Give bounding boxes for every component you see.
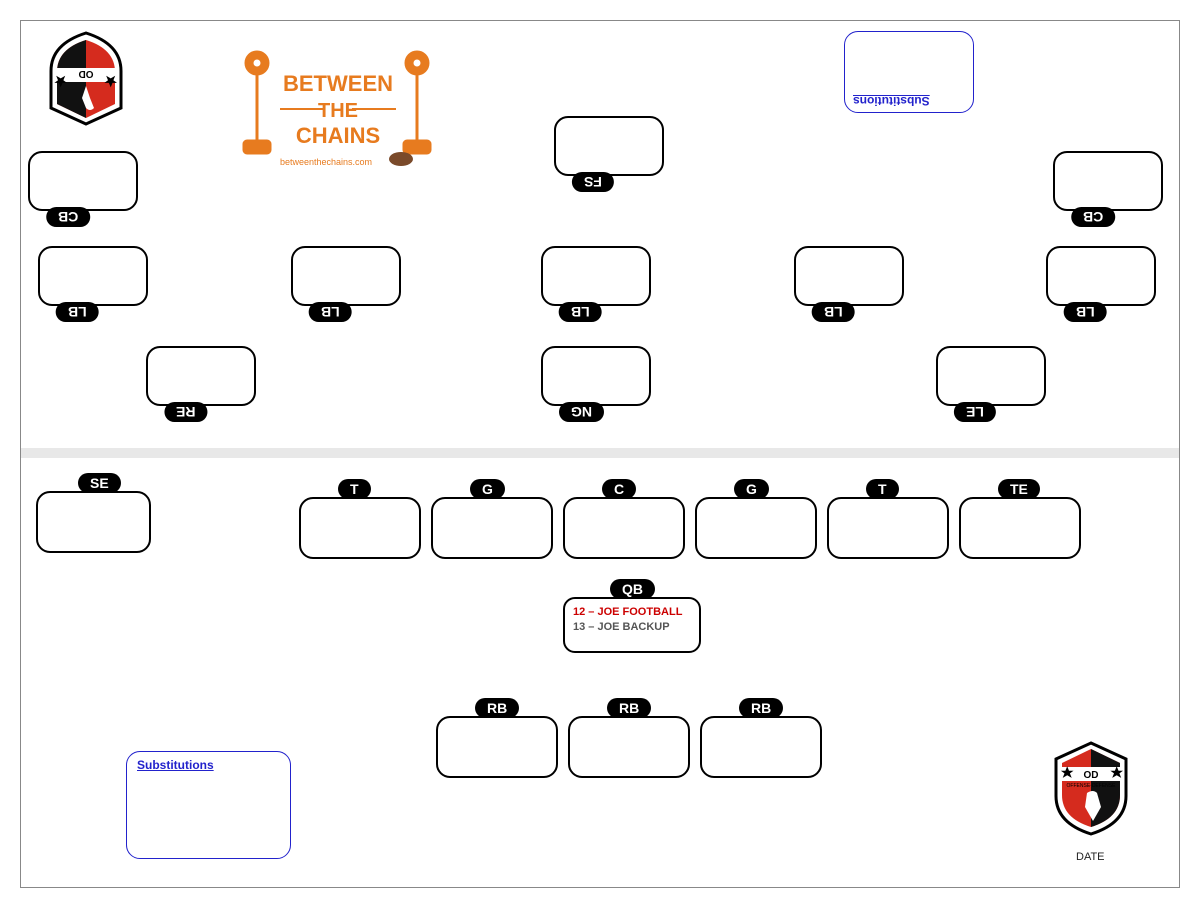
position-box-t xyxy=(827,497,949,559)
position-label-rb: RB xyxy=(607,698,651,718)
position-label-le: LE xyxy=(954,402,996,422)
position-box-cb xyxy=(1053,151,1163,211)
position-box-lb xyxy=(1046,246,1156,306)
position-label-fs: FS xyxy=(572,172,614,192)
position-label-re: RE xyxy=(164,402,207,422)
position-box-g xyxy=(695,497,817,559)
btc-url: betweenthechains.com xyxy=(280,157,372,167)
btc-line3: CHAINS xyxy=(296,123,380,148)
position-box-t xyxy=(299,497,421,559)
position-label-t: T xyxy=(866,479,899,499)
svg-text:OD: OD xyxy=(79,68,94,79)
position-box-le xyxy=(936,346,1046,406)
position-box-rb xyxy=(700,716,822,778)
position-label-cb: CB xyxy=(1071,207,1115,227)
svg-text:OFFENSE·DEFENSE: OFFENSE·DEFENSE xyxy=(1067,783,1117,789)
position-box-fs xyxy=(554,116,664,176)
position-box-qb: 12 – JOE FOOTBALL13 – JOE BACKUP xyxy=(563,597,701,653)
btc-line2: THE xyxy=(318,100,358,122)
position-label-cb: CB xyxy=(46,207,90,227)
depth-chart-sheet: OD BETWEEN THE CHAINS betweenthechains.c… xyxy=(20,20,1180,888)
position-box-cb xyxy=(28,151,138,211)
position-box-lb xyxy=(38,246,148,306)
position-box-lb xyxy=(794,246,904,306)
position-label-te: TE xyxy=(998,479,1040,499)
qb-player-primary: 12 – JOE FOOTBALL xyxy=(573,605,691,620)
od-logo-top: OD xyxy=(46,31,126,126)
position-label-lb: LB xyxy=(1064,302,1107,322)
position-label-c: C xyxy=(602,479,636,499)
qb-player-backup: 13 – JOE BACKUP xyxy=(573,620,691,635)
position-label-se: SE xyxy=(78,473,121,493)
position-box-lb xyxy=(291,246,401,306)
position-label-lb: LB xyxy=(56,302,99,322)
svg-text:OD: OD xyxy=(1084,770,1099,781)
position-label-ng: NG xyxy=(559,402,604,422)
position-box-c xyxy=(563,497,685,559)
substitutions-box-offense: Substitutions xyxy=(126,751,291,859)
position-label-qb: QB xyxy=(610,579,655,599)
position-label-t: T xyxy=(338,479,371,499)
qb-players: 12 – JOE FOOTBALL13 – JOE BACKUP xyxy=(565,599,699,642)
position-box-se xyxy=(36,491,151,553)
od-logo-bottom: OD OFFENSE·DEFENSE xyxy=(1051,741,1131,836)
position-box-rb xyxy=(568,716,690,778)
position-label-lb: LB xyxy=(309,302,352,322)
line-of-scrimmage xyxy=(21,448,1179,458)
position-label-g: G xyxy=(470,479,505,499)
btc-line1: BETWEEN xyxy=(283,71,393,96)
position-box-lb xyxy=(541,246,651,306)
substitutions-box-defense: Substitutions xyxy=(844,31,974,113)
substitutions-label-defense: Substitutions xyxy=(853,94,930,108)
position-box-re xyxy=(146,346,256,406)
position-box-te xyxy=(959,497,1081,559)
between-the-chains-logo: BETWEEN THE CHAINS betweenthechains.com xyxy=(226,41,451,181)
position-box-rb xyxy=(436,716,558,778)
position-label-lb: LB xyxy=(559,302,602,322)
position-box-ng xyxy=(541,346,651,406)
position-box-g xyxy=(431,497,553,559)
position-label-g: G xyxy=(734,479,769,499)
position-label-rb: RB xyxy=(739,698,783,718)
position-label-rb: RB xyxy=(475,698,519,718)
date-label: DATE xyxy=(1076,851,1105,863)
position-label-lb: LB xyxy=(812,302,855,322)
substitutions-label-offense: Substitutions xyxy=(137,758,214,772)
